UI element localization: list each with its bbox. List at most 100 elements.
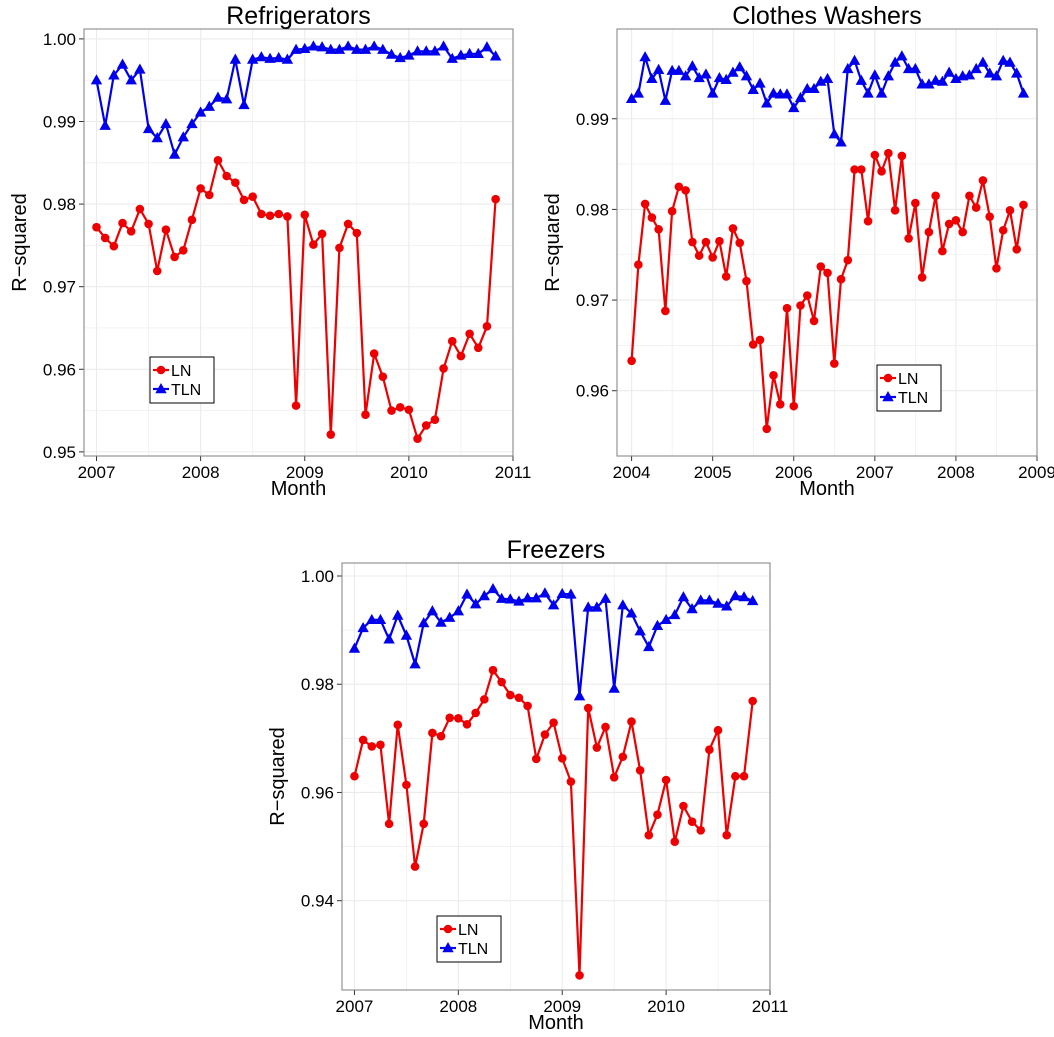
- data-point: [670, 837, 680, 847]
- data-point: [963, 69, 976, 80]
- data-point: [816, 262, 826, 271]
- data-point: [539, 587, 551, 598]
- data-point: [997, 54, 1009, 65]
- data-point: [437, 40, 450, 51]
- data-point: [231, 178, 240, 187]
- data-point: [701, 237, 711, 247]
- data-point: [374, 613, 387, 625]
- data-point: [713, 71, 726, 83]
- x-tick-label: 2010: [647, 997, 685, 1016]
- y-tick-label: 0.96: [576, 382, 609, 401]
- legend-box: [436, 915, 502, 963]
- data-point: [265, 211, 275, 220]
- data-point: [857, 165, 866, 174]
- data-point: [644, 830, 654, 840]
- data-point: [342, 40, 354, 51]
- data-point: [523, 701, 532, 711]
- data-point: [1005, 206, 1015, 215]
- data-point: [965, 191, 974, 201]
- data-point: [307, 40, 320, 51]
- data-point: [735, 238, 744, 248]
- data-point: [177, 131, 189, 142]
- data-point: [646, 72, 658, 84]
- data-point: [469, 598, 482, 609]
- y-tick-label: 0.95: [43, 443, 76, 462]
- data-point: [788, 101, 800, 113]
- data-point: [694, 251, 704, 260]
- data-point: [625, 92, 638, 104]
- data-point: [911, 198, 920, 208]
- y-tick-label: 0.98: [576, 200, 609, 219]
- data-point: [775, 400, 785, 409]
- data-point: [565, 588, 577, 599]
- series-ln: [92, 156, 500, 443]
- data-point: [403, 49, 415, 60]
- data-point: [673, 64, 685, 75]
- legend-box: [876, 364, 942, 412]
- data-point: [325, 43, 337, 54]
- data-point: [686, 603, 698, 614]
- data-point: [419, 819, 429, 829]
- data-point: [530, 592, 542, 603]
- x-tick-label: 2009: [286, 463, 324, 482]
- y-tick-label: 0.99: [43, 113, 76, 132]
- legend-key-ln: [880, 373, 896, 383]
- data-point: [134, 63, 146, 74]
- series-tln: [625, 50, 1030, 147]
- data-point: [679, 801, 688, 811]
- panel-border: [616, 28, 1038, 457]
- data-point: [651, 619, 664, 630]
- data-point: [659, 94, 672, 105]
- data-point: [835, 136, 847, 147]
- data-point: [350, 771, 359, 781]
- data-point: [514, 693, 524, 703]
- data-point: [863, 216, 873, 226]
- data-point: [705, 745, 714, 755]
- data-point: [687, 817, 697, 826]
- data-point: [369, 349, 379, 358]
- data-point: [402, 780, 411, 790]
- data-point: [257, 209, 266, 219]
- data-point: [720, 73, 732, 84]
- data-point: [521, 592, 534, 603]
- legend: LN TLN: [436, 915, 502, 963]
- data-point: [108, 69, 120, 80]
- data-point: [90, 74, 103, 85]
- data-point: [377, 43, 389, 54]
- data-point: [703, 594, 716, 605]
- data-point: [896, 50, 908, 61]
- y-axis-title: R−squared: [267, 727, 289, 825]
- data-point: [439, 364, 448, 373]
- data-point: [667, 206, 677, 216]
- legend: LN TLN: [149, 356, 215, 404]
- data-point: [938, 246, 947, 256]
- x-tick-label: 2009: [1018, 463, 1054, 482]
- data-point: [950, 72, 962, 84]
- data-point: [549, 718, 558, 727]
- data-point: [480, 695, 489, 704]
- data-point: [531, 754, 541, 764]
- data-point: [394, 51, 406, 63]
- data-point: [109, 241, 119, 251]
- x-tick-label: 2008: [439, 997, 477, 1016]
- series-tln: [90, 40, 502, 159]
- data-point: [599, 592, 612, 603]
- data-point: [187, 215, 197, 225]
- data-point: [194, 106, 207, 117]
- data-point: [582, 601, 594, 612]
- data-point: [462, 719, 472, 729]
- data-point: [1012, 244, 1022, 254]
- data-point: [495, 592, 508, 603]
- legend-label: LN: [898, 371, 918, 388]
- data-point: [178, 246, 188, 255]
- data-point: [862, 87, 874, 98]
- data-point: [634, 625, 646, 636]
- data-point: [808, 82, 820, 94]
- panel-border: [83, 28, 514, 457]
- data-point: [385, 48, 398, 59]
- data-point: [635, 765, 645, 775]
- x-tick-label: 2009: [543, 997, 581, 1016]
- data-point: [674, 182, 684, 192]
- data-point: [640, 199, 650, 209]
